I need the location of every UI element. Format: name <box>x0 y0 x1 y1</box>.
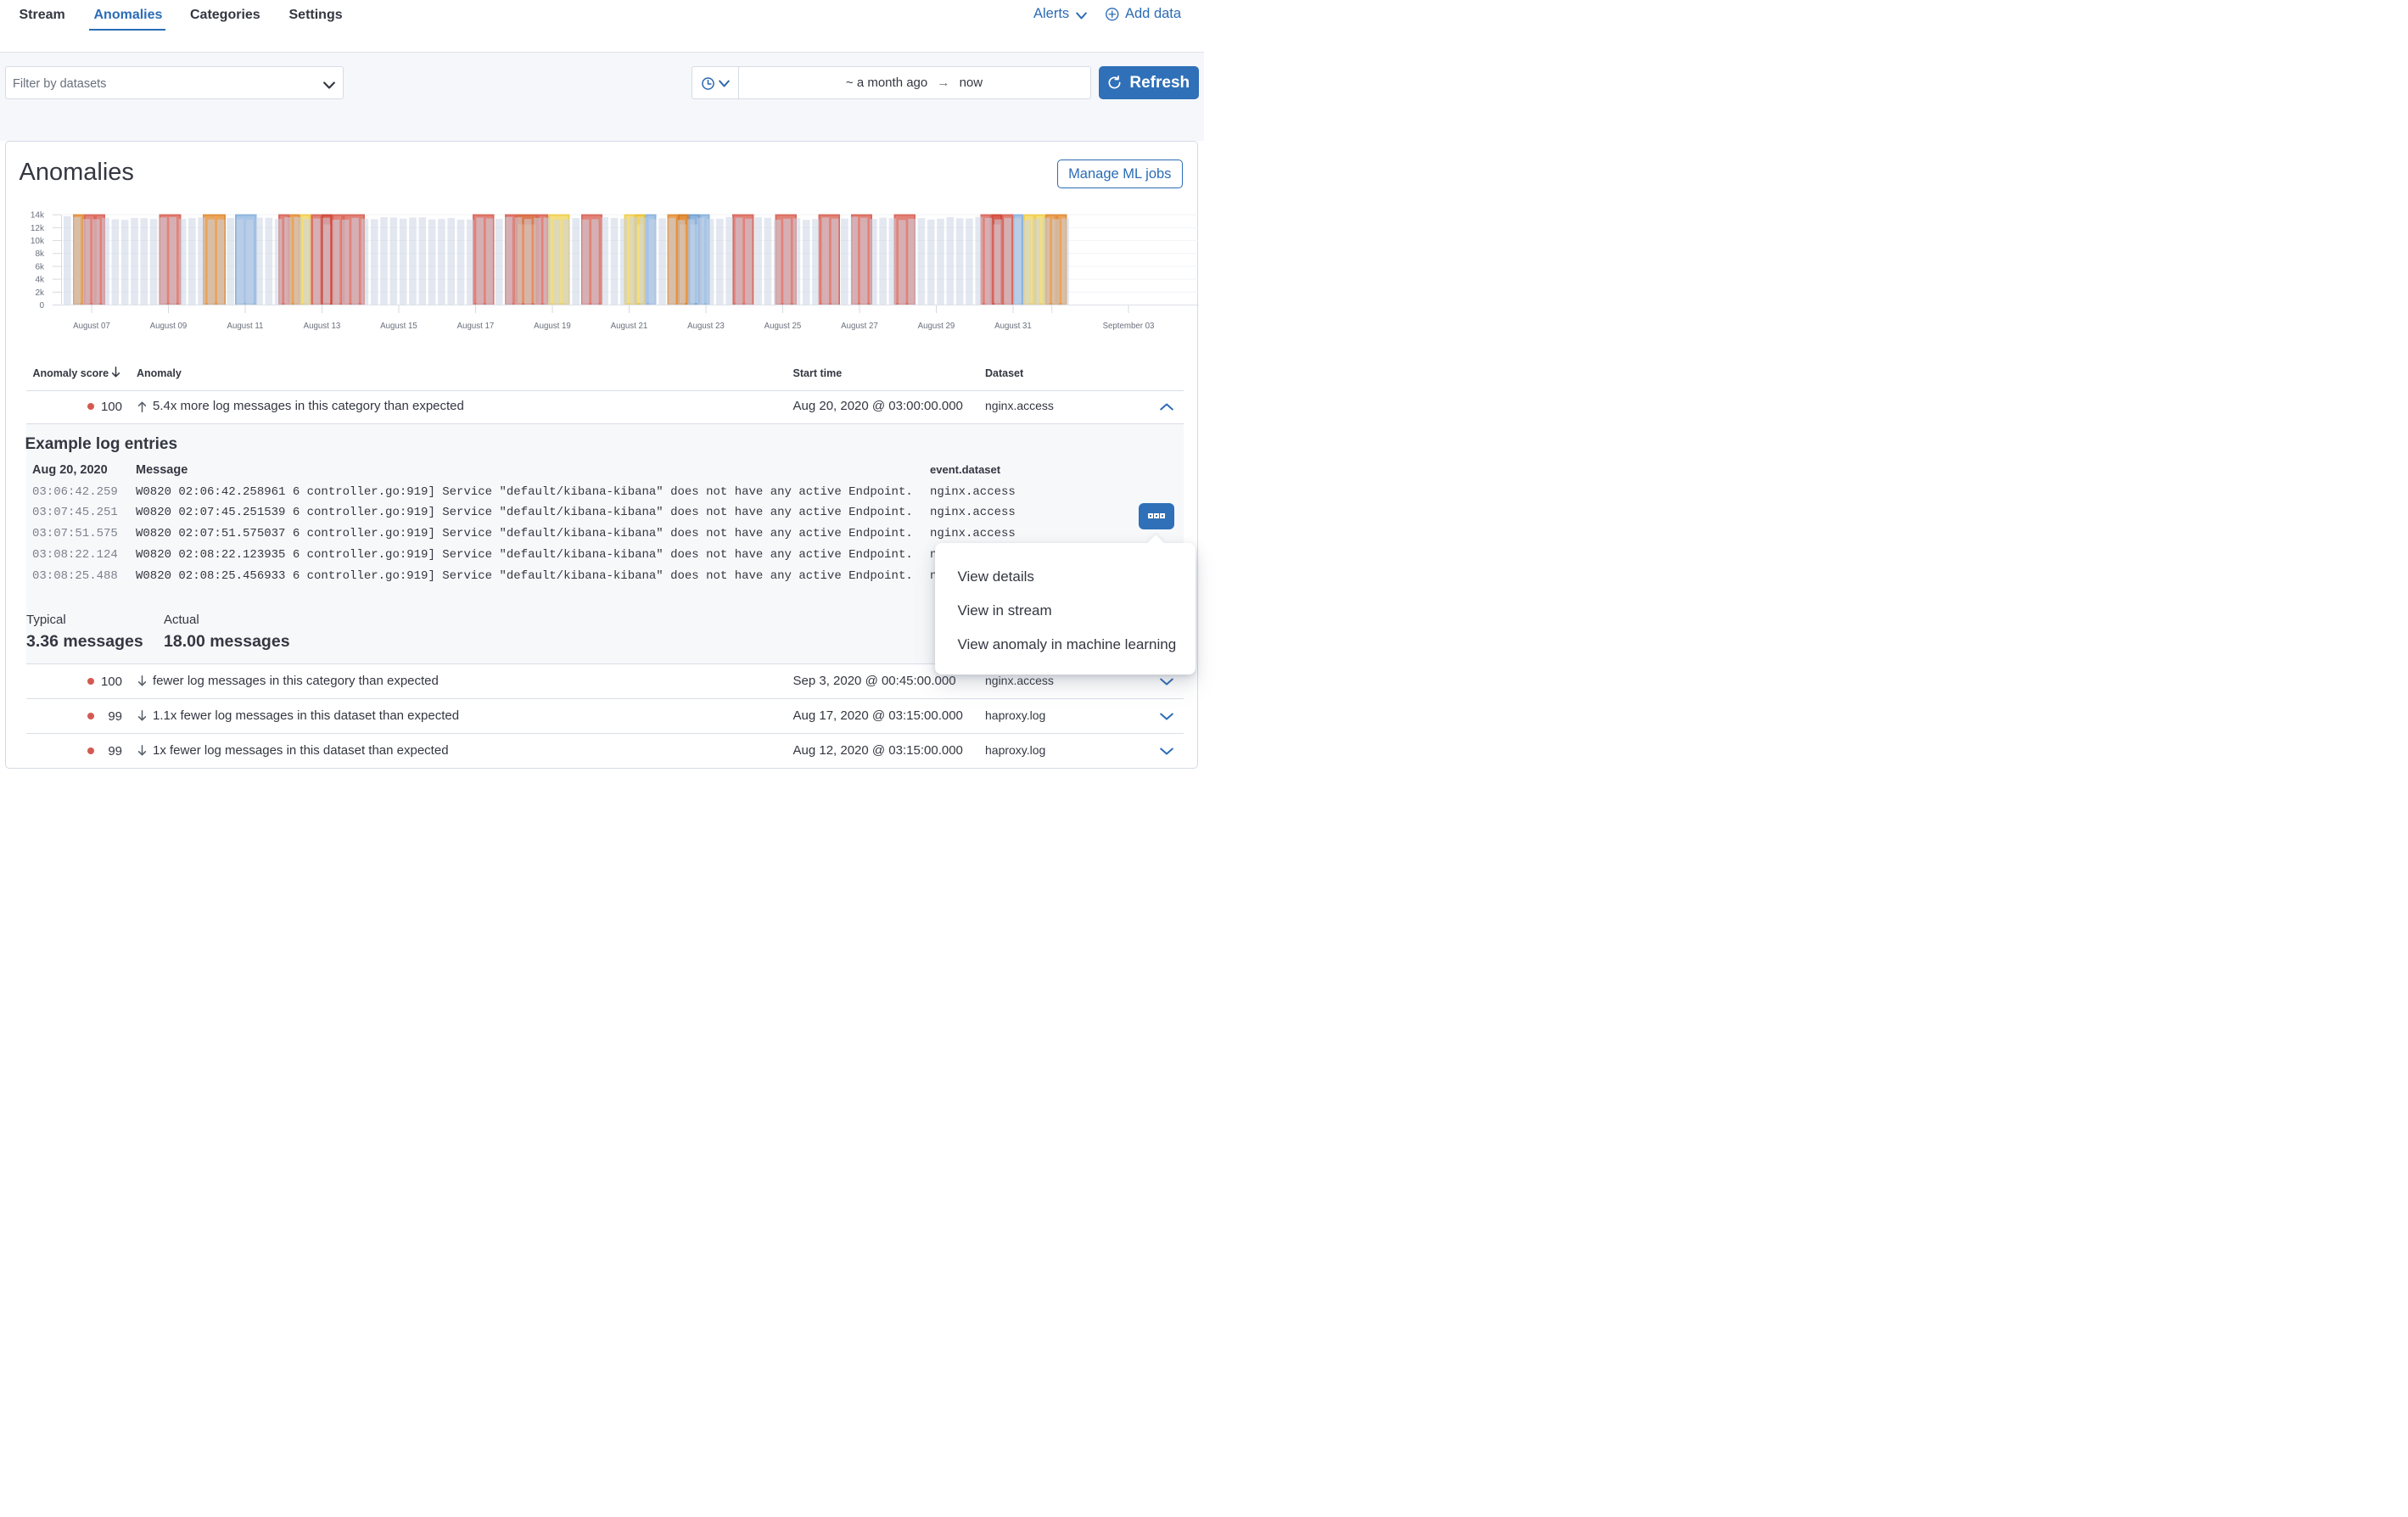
svg-text:August 29: August 29 <box>918 322 955 331</box>
svg-text:14k: 14k <box>31 211 45 221</box>
svg-text:4k: 4k <box>35 276 45 285</box>
svg-text:0: 0 <box>39 301 44 311</box>
svg-text:2k: 2k <box>35 288 45 298</box>
svg-text:August 21: August 21 <box>611 322 648 331</box>
svg-text:August 25: August 25 <box>764 322 802 331</box>
svg-text:August 19: August 19 <box>534 322 571 331</box>
svg-text:August 17: August 17 <box>457 322 495 331</box>
svg-text:August 09: August 09 <box>150 322 188 331</box>
svg-text:August 13: August 13 <box>304 322 341 331</box>
svg-text:September 03: September 03 <box>1103 322 1155 331</box>
svg-text:8k: 8k <box>35 249 45 259</box>
svg-text:August 27: August 27 <box>841 322 878 331</box>
svg-text:August 15: August 15 <box>380 322 417 331</box>
svg-text:August 23: August 23 <box>687 322 725 331</box>
svg-text:6k: 6k <box>35 262 45 271</box>
svg-text:12k: 12k <box>31 224 45 233</box>
svg-text:August 11: August 11 <box>227 322 264 331</box>
svg-text:August 07: August 07 <box>73 322 110 331</box>
svg-text:10k: 10k <box>31 237 45 246</box>
svg-text:August 31: August 31 <box>994 322 1032 331</box>
